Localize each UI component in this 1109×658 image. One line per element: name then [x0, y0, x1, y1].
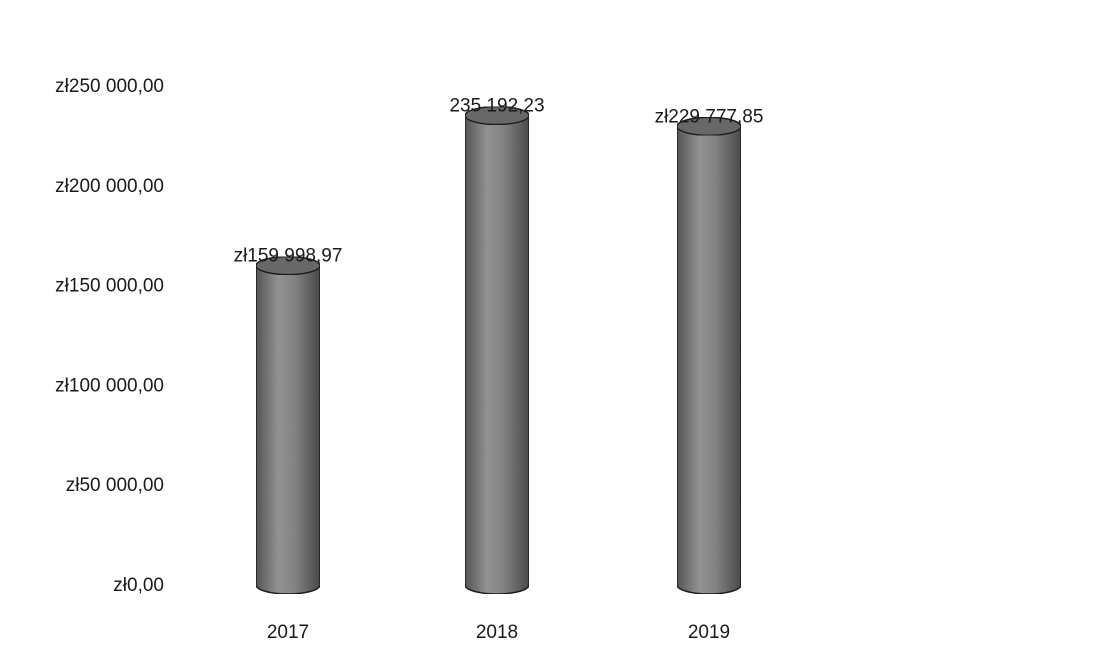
- bar-2019: [676, 116, 742, 595]
- bars: [255, 105, 742, 595]
- y-tick-label: zł50 000,00: [66, 475, 164, 496]
- bar-top: [676, 116, 742, 137]
- data-label: zł159 998,97: [234, 246, 343, 267]
- bar-top: [255, 255, 321, 276]
- y-tick-label: zł100 000,00: [55, 375, 164, 396]
- y-tick-label: zł250 000,00: [55, 76, 164, 97]
- x-axis: 2017 2018 2019: [267, 622, 730, 643]
- y-axis: zł0,00 zł50 000,00 zł100 000,00 zł150 000,0…: [55, 76, 164, 596]
- bar-top: [464, 105, 530, 126]
- x-tick-label: 2017: [267, 622, 309, 643]
- bar-2018: [464, 105, 530, 595]
- y-tick-label: zł0,00: [113, 575, 164, 596]
- x-tick-label: 2018: [476, 622, 518, 643]
- data-label: zł229 777,85: [655, 106, 764, 127]
- data-labels: zł159 998,97 235 192,23 zł229 777,85: [234, 96, 764, 267]
- bar-body: [464, 114, 530, 595]
- y-tick-label: zł150 000,00: [55, 276, 164, 297]
- data-label: 235 192,23: [449, 96, 544, 117]
- bar-body: [255, 264, 321, 595]
- bar-body: [676, 125, 742, 595]
- y-tick-label: zł200 000,00: [55, 176, 164, 197]
- bar-2017: [255, 255, 321, 595]
- x-tick-label: 2019: [688, 622, 730, 643]
